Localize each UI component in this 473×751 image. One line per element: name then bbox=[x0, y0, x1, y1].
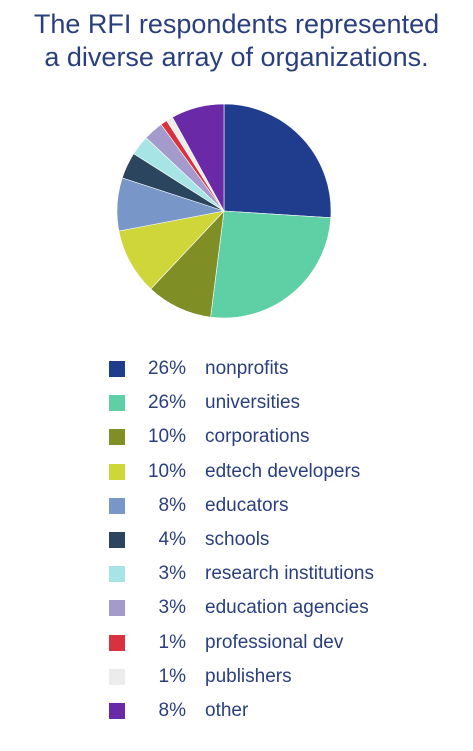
legend-percent: 1% bbox=[158, 631, 186, 653]
legend-item: 10% edtech developers bbox=[0, 456, 473, 490]
legend-swatch bbox=[109, 361, 125, 377]
chart-title-line-2: a diverse array of organizations. bbox=[44, 42, 429, 72]
legend-item: 4% schools bbox=[0, 524, 473, 558]
legend-item: 1% publishers bbox=[0, 661, 473, 695]
legend-percent: 10% bbox=[147, 460, 186, 482]
legend-item: 3% research institutions bbox=[0, 558, 473, 592]
legend-percent: 3% bbox=[158, 563, 186, 585]
legend-label: other bbox=[205, 699, 249, 721]
legend-item: 26% nonprofits bbox=[0, 353, 473, 387]
legend: 26% nonprofits 26% universities 10% corporati… bbox=[0, 353, 473, 729]
legend-swatch bbox=[109, 600, 125, 617]
legend-label: edtech developers bbox=[205, 460, 361, 482]
legend-item: 1% professional dev bbox=[0, 627, 473, 661]
legend-item: 8% other bbox=[0, 695, 473, 729]
legend-percent: 4% bbox=[158, 528, 186, 550]
legend-item: 10% corporations bbox=[0, 421, 473, 455]
legend-swatch bbox=[109, 566, 125, 583]
chart-title: The RFI respondents represented a divers… bbox=[0, 8, 473, 74]
legend-label: professional dev bbox=[205, 631, 344, 653]
legend-label: universities bbox=[205, 392, 301, 414]
legend-percent: 3% bbox=[158, 597, 186, 619]
legend-swatch bbox=[109, 702, 125, 719]
legend-percent: 8% bbox=[158, 699, 186, 721]
legend-swatch bbox=[109, 531, 125, 548]
legend-swatch bbox=[109, 395, 125, 412]
legend-item: 3% education agencies bbox=[0, 592, 473, 626]
legend-percent: 1% bbox=[158, 665, 186, 687]
legend-label: education agencies bbox=[205, 597, 369, 619]
legend-item: 26% universities bbox=[0, 387, 473, 421]
legend-percent: 10% bbox=[147, 426, 186, 448]
legend-label: publishers bbox=[205, 665, 292, 687]
chart-title-line-1: The RFI respondents represented bbox=[33, 9, 440, 39]
legend-percent: 26% bbox=[147, 358, 186, 379]
legend-swatch bbox=[109, 668, 125, 685]
legend-swatch bbox=[109, 463, 125, 480]
legend-swatch bbox=[109, 429, 125, 446]
legend-percent: 26% bbox=[147, 392, 186, 414]
pie-slice-nonprofits bbox=[223, 103, 332, 219]
legend-swatch bbox=[109, 497, 125, 514]
legend-swatch bbox=[109, 634, 125, 651]
pie-chart bbox=[116, 103, 332, 319]
legend-label: educators bbox=[205, 494, 289, 516]
legend-label: schools bbox=[205, 528, 270, 550]
pie-slice-other bbox=[172, 103, 225, 212]
legend-item: 8% educators bbox=[0, 490, 473, 524]
legend-percent: 8% bbox=[158, 494, 186, 516]
legend-label: nonprofits bbox=[205, 358, 289, 379]
pie-slice-universities bbox=[210, 210, 332, 319]
legend-label: corporations bbox=[205, 426, 310, 448]
legend-label: research institutions bbox=[205, 563, 374, 585]
